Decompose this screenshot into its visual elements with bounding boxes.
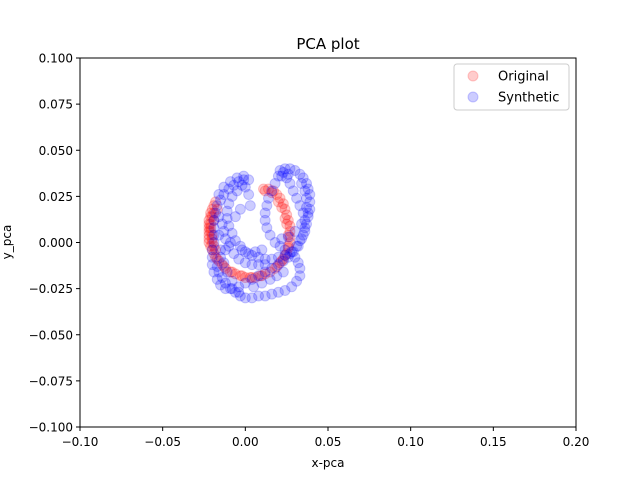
y-tick-label: −0.050 <box>29 328 73 342</box>
synthetic-point <box>214 230 224 240</box>
chart-title: PCA plot <box>296 35 359 53</box>
y-tick-label: 0.100 <box>39 52 73 66</box>
synthetic-point <box>302 193 312 203</box>
x-axis-label: x-pca <box>312 456 345 470</box>
synthetic-point <box>278 267 288 277</box>
x-tick-label: −0.10 <box>62 435 99 449</box>
legend: Original Synthetic <box>454 64 569 110</box>
synthetic-point <box>234 287 244 297</box>
y-tick-label: 0.000 <box>39 236 73 250</box>
synthetic-point <box>283 169 293 179</box>
y-tick-label: 0.075 <box>39 98 73 112</box>
synthetic-point <box>214 212 224 222</box>
synthetic-point <box>244 190 254 200</box>
synthetic-point <box>230 212 240 222</box>
x-tick-label: 0.20 <box>563 435 590 449</box>
synthetic-point <box>277 234 287 244</box>
original-point <box>282 219 292 229</box>
x-tick-label: 0.10 <box>397 435 424 449</box>
legend-label-synthetic: Synthetic <box>498 91 559 106</box>
original-point <box>277 202 287 212</box>
synthetic-point <box>222 267 232 277</box>
y-tick-label: −0.025 <box>29 282 73 296</box>
synthetic-point <box>239 171 249 181</box>
synthetic-point <box>260 260 270 270</box>
synthetic-point <box>219 258 229 268</box>
x-tick-label: 0.05 <box>315 435 342 449</box>
x-tick-label: 0.15 <box>480 435 507 449</box>
synthetic-point <box>237 245 247 255</box>
x-tick-label: 0.00 <box>232 435 259 449</box>
legend-marker-original <box>468 71 478 81</box>
legend-label-original: Original <box>498 70 549 85</box>
y-tick-label: −0.075 <box>29 374 73 388</box>
synthetic-point <box>303 208 313 218</box>
y-axis-label: y_pca <box>0 225 14 260</box>
y-tick-label: 0.025 <box>39 190 73 204</box>
synthetic-point <box>245 201 255 211</box>
legend-marker-synthetic <box>468 92 478 102</box>
y-tick-label: 0.050 <box>39 144 73 158</box>
x-tick-label: −0.05 <box>144 435 181 449</box>
synthetic-point <box>227 276 237 286</box>
synthetic-point <box>216 245 226 255</box>
y-tick-label: −0.100 <box>29 421 73 435</box>
